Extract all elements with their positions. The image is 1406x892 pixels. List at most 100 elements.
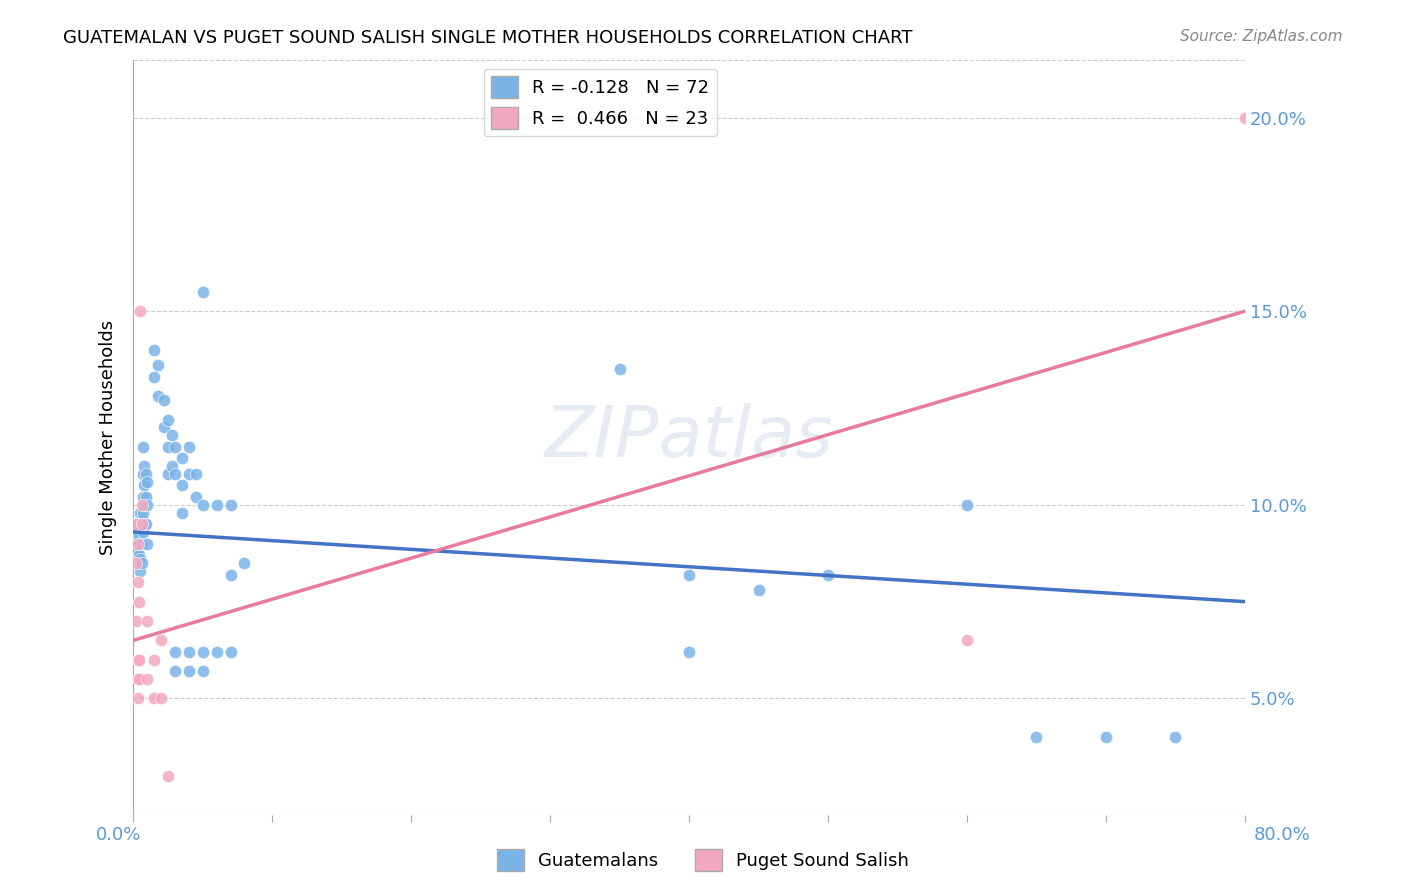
Point [134, 498, 156, 512]
Text: 0.0%: 0.0% [96, 826, 141, 844]
Point [177, 467, 200, 481]
Point [1164, 730, 1187, 744]
Point [127, 575, 149, 590]
Point [132, 440, 155, 454]
Point [134, 517, 156, 532]
Point [191, 645, 214, 659]
Point [125, 517, 148, 532]
Point [129, 506, 152, 520]
Point [956, 633, 979, 648]
Point [219, 498, 242, 512]
Text: Source: ZipAtlas.com: Source: ZipAtlas.com [1180, 29, 1343, 44]
Point [163, 440, 186, 454]
Point [153, 420, 176, 434]
Point [136, 498, 159, 512]
Point [131, 517, 153, 532]
Legend: Guatemalans, Puget Sound Salish: Guatemalans, Puget Sound Salish [489, 842, 917, 879]
Point [134, 478, 156, 492]
Point [132, 467, 155, 481]
Point [148, 359, 170, 373]
Point [177, 645, 200, 659]
Point [157, 467, 180, 481]
Point [132, 490, 155, 504]
Point [163, 467, 186, 481]
Y-axis label: Single Mother Households: Single Mother Households [100, 319, 117, 555]
Point [127, 524, 149, 539]
Point [131, 536, 153, 550]
Point [132, 506, 155, 520]
Point [131, 513, 153, 527]
Point [177, 665, 200, 679]
Point [219, 645, 242, 659]
Point [127, 653, 149, 667]
Point [163, 645, 186, 659]
Point [678, 645, 700, 659]
Point [131, 556, 153, 570]
Point [127, 672, 149, 686]
Point [128, 529, 150, 543]
Point [127, 544, 149, 558]
Point [135, 490, 157, 504]
Point [135, 467, 157, 481]
Point [129, 304, 152, 318]
Point [205, 645, 228, 659]
Point [157, 769, 180, 783]
Point [136, 536, 159, 550]
Point [160, 459, 183, 474]
Point [132, 524, 155, 539]
Point [125, 517, 148, 532]
Point [205, 498, 228, 512]
Point [177, 440, 200, 454]
Point [219, 567, 242, 582]
Point [129, 564, 152, 578]
Point [131, 498, 153, 512]
Point [163, 665, 186, 679]
Point [128, 653, 150, 667]
Point [150, 633, 173, 648]
Point [191, 498, 214, 512]
Point [128, 594, 150, 608]
Point [157, 412, 180, 426]
Point [170, 478, 193, 492]
Text: ZIPatlas: ZIPatlas [544, 402, 834, 472]
Point [127, 691, 149, 706]
Point [817, 567, 839, 582]
Point [1025, 730, 1047, 744]
Point [184, 467, 207, 481]
Point [160, 428, 183, 442]
Point [678, 567, 700, 582]
Point [127, 536, 149, 550]
Point [609, 362, 631, 376]
Point [136, 475, 159, 489]
Point [1095, 730, 1118, 744]
Text: GUATEMALAN VS PUGET SOUND SALISH SINGLE MOTHER HOUSEHOLDS CORRELATION CHART: GUATEMALAN VS PUGET SOUND SALISH SINGLE … [63, 29, 912, 46]
Point [125, 614, 148, 628]
Point [143, 653, 166, 667]
Point [153, 393, 176, 408]
Point [150, 691, 173, 706]
Point [136, 672, 159, 686]
Point [170, 506, 193, 520]
Point [143, 370, 166, 384]
Point [1233, 111, 1256, 125]
Point [143, 691, 166, 706]
Point [136, 614, 159, 628]
Point [128, 548, 150, 562]
Point [191, 665, 214, 679]
Legend: R = -0.128   N = 72, R =  0.466   N = 23: R = -0.128 N = 72, R = 0.466 N = 23 [484, 69, 717, 136]
Point [128, 672, 150, 686]
Point [191, 285, 214, 299]
Point [125, 556, 148, 570]
Point [134, 459, 156, 474]
Point [135, 517, 157, 532]
Point [956, 498, 979, 512]
Point [170, 451, 193, 466]
Point [157, 440, 180, 454]
Point [747, 582, 769, 597]
Point [148, 389, 170, 403]
Point [184, 490, 207, 504]
Point [129, 552, 152, 566]
Point [233, 556, 256, 570]
Text: 80.0%: 80.0% [1254, 826, 1310, 844]
Point [143, 343, 166, 357]
